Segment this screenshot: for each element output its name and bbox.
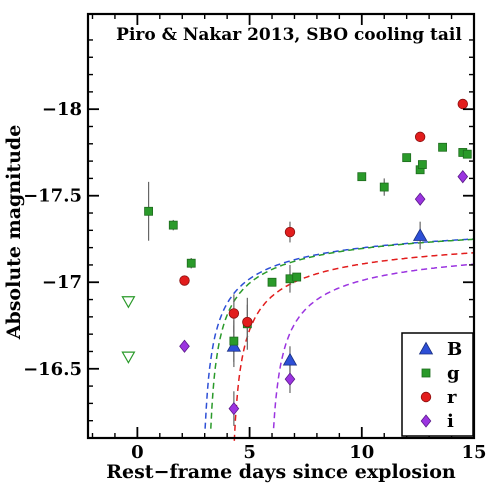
marker-i xyxy=(457,170,469,184)
y-tick-label: −17.5 xyxy=(23,186,82,207)
marker-g xyxy=(168,220,178,230)
marker-r xyxy=(284,226,296,238)
chart-title: Piro & Nakar 2013, SBO cooling tail xyxy=(116,25,462,45)
marker-limit xyxy=(121,351,136,364)
legend-label-r: r xyxy=(447,387,457,408)
model-curve-r xyxy=(233,252,474,441)
marker-r xyxy=(457,98,468,110)
marker-g xyxy=(402,153,412,163)
data-markers xyxy=(121,98,472,416)
marker-r xyxy=(228,308,240,319)
x-axis-label: Rest−frame days since explosion xyxy=(106,461,456,483)
model-curve-g xyxy=(210,238,474,429)
marker-g xyxy=(144,206,153,216)
legend-box xyxy=(401,332,474,437)
axes xyxy=(86,12,476,440)
marker-B xyxy=(282,352,298,366)
marker-g xyxy=(438,142,447,152)
error-bars xyxy=(147,178,421,426)
legend-marker-r xyxy=(420,391,432,403)
y-axis-label: Absolute magnitude xyxy=(3,125,25,341)
x-tick-label: 0 xyxy=(131,442,144,463)
marker-i xyxy=(414,192,426,206)
marker-g xyxy=(186,258,196,268)
marker-g xyxy=(417,160,427,169)
y-tick-label: −16.5 xyxy=(23,359,82,380)
marker-g xyxy=(267,277,277,287)
marker-r xyxy=(179,275,190,286)
legend-marker-g xyxy=(421,368,431,378)
legend-marker-B xyxy=(418,341,434,355)
marker-B xyxy=(226,338,242,352)
plot-frame xyxy=(86,12,476,440)
legend-marker-i xyxy=(420,414,432,428)
marker-g xyxy=(357,172,367,182)
marker-B xyxy=(412,228,428,241)
marker-r xyxy=(414,131,426,143)
y-tick-label: −18 xyxy=(42,99,82,120)
model-curve-B xyxy=(204,238,474,429)
x-tick-label: 10 xyxy=(349,442,374,463)
legend-label-g: g xyxy=(447,363,460,384)
model-curve-i xyxy=(272,263,474,429)
legend-label-B: B xyxy=(447,339,462,360)
marker-r xyxy=(242,316,253,328)
x-tick-label: 15 xyxy=(461,442,486,463)
ticks: 0 5 10 15 −16.5 −17 −17.5 −18 xyxy=(23,14,487,463)
marker-limit xyxy=(121,296,136,309)
marker-i xyxy=(179,339,190,353)
x-tick-label: 5 xyxy=(243,442,256,463)
marker-i xyxy=(228,401,240,416)
model-curves xyxy=(204,238,474,441)
legend-label-i: i xyxy=(447,411,454,432)
y-tick-label: −17 xyxy=(42,272,82,293)
marker-g xyxy=(292,272,302,282)
marker-g xyxy=(379,182,389,192)
marker-g xyxy=(462,149,472,159)
marker-g xyxy=(229,336,239,346)
marker-i xyxy=(284,372,296,386)
